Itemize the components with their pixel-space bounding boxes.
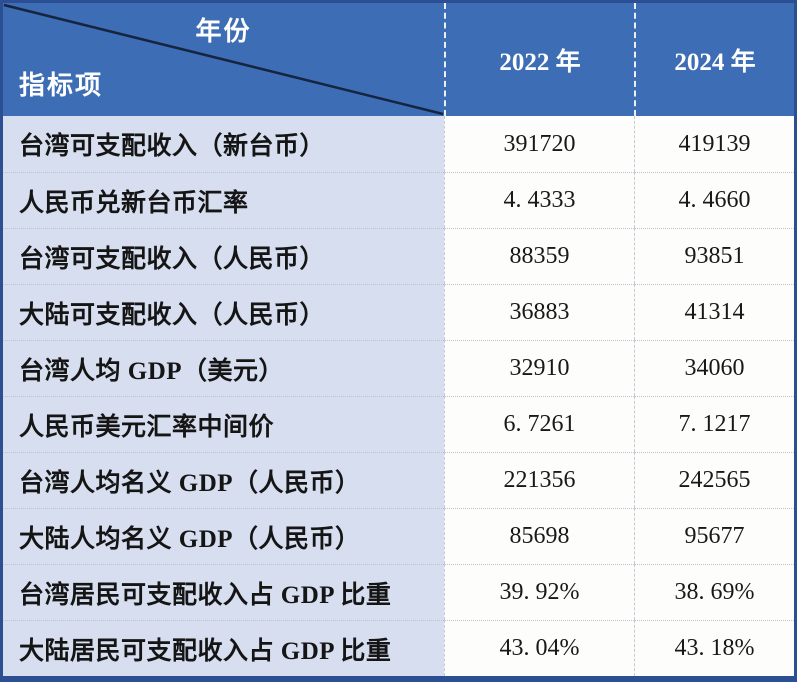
table-row: 台湾人均 GDP（美元） 32910 34060 [3, 340, 794, 396]
value-cell-2022: 88359 [444, 228, 634, 284]
value-cell-2022: 4. 4333 [444, 172, 634, 228]
indicator-cell: 台湾可支配收入（人民币） [3, 228, 444, 284]
table-row: 人民币兑新台币汇率 4. 4333 4. 4660 [3, 172, 794, 228]
corner-year-label: 年份 [195, 17, 252, 46]
table-body: 台湾可支配收入（新台币） 391720 419139 人民币兑新台币汇率 4. … [3, 116, 794, 676]
indicator-cell: 人民币美元汇率中间价 [3, 396, 444, 452]
indicator-cell: 台湾居民可支配收入占 GDP 比重 [3, 564, 444, 620]
value-cell-2022: 391720 [444, 116, 634, 172]
value-cell-2024: 34060 [634, 340, 794, 396]
column-header-2022: 2022 年 [444, 3, 634, 116]
table-row: 台湾居民可支配收入占 GDP 比重 39. 92% 38. 69% [3, 564, 794, 620]
indicator-cell: 台湾人均名义 GDP（人民币） [3, 452, 444, 508]
table-row: 台湾人均名义 GDP（人民币） 221356 242565 [3, 452, 794, 508]
value-cell-2022: 221356 [444, 452, 634, 508]
table-row: 台湾可支配收入（新台币） 391720 419139 [3, 116, 794, 172]
value-cell-2024: 93851 [634, 228, 794, 284]
table-row: 大陆人均名义 GDP（人民币） 85698 95677 [3, 508, 794, 564]
indicator-cell: 大陆居民可支配收入占 GDP 比重 [3, 620, 444, 676]
indicator-cell: 大陆可支配收入（人民币） [3, 284, 444, 340]
diagonal-divider-line [3, 3, 444, 116]
value-cell-2022: 85698 [444, 508, 634, 564]
value-cell-2024: 38. 69% [634, 564, 794, 620]
value-cell-2022: 6. 7261 [444, 396, 634, 452]
value-cell-2022: 36883 [444, 284, 634, 340]
value-cell-2024: 95677 [634, 508, 794, 564]
value-cell-2024: 419139 [634, 116, 794, 172]
table-header-row: 年份 指标项 2022 年 2024 年 [3, 3, 794, 116]
value-cell-2024: 4. 4660 [634, 172, 794, 228]
value-cell-2024: 43. 18% [634, 620, 794, 676]
corner-indicator-label: 指标项 [19, 71, 104, 100]
value-cell-2024: 242565 [634, 452, 794, 508]
column-header-2024: 2024 年 [634, 3, 794, 116]
table-row: 大陆居民可支配收入占 GDP 比重 43. 04% 43. 18% [3, 620, 794, 676]
value-cell-2024: 7. 1217 [634, 396, 794, 452]
value-cell-2022: 32910 [444, 340, 634, 396]
indicator-cell: 台湾可支配收入（新台币） [3, 116, 444, 172]
indicator-cell: 台湾人均 GDP（美元） [3, 340, 444, 396]
value-cell-2024: 41314 [634, 284, 794, 340]
indicator-cell: 大陆人均名义 GDP（人民币） [3, 508, 444, 564]
value-cell-2022: 43. 04% [444, 620, 634, 676]
value-cell-2022: 39. 92% [444, 564, 634, 620]
indicator-cell: 人民币兑新台币汇率 [3, 172, 444, 228]
table-row: 大陆可支配收入（人民币） 36883 41314 [3, 284, 794, 340]
table-row: 人民币美元汇率中间价 6. 7261 7. 1217 [3, 396, 794, 452]
table-row: 台湾可支配收入（人民币） 88359 93851 [3, 228, 794, 284]
corner-header-cell: 年份 指标项 [3, 3, 444, 116]
